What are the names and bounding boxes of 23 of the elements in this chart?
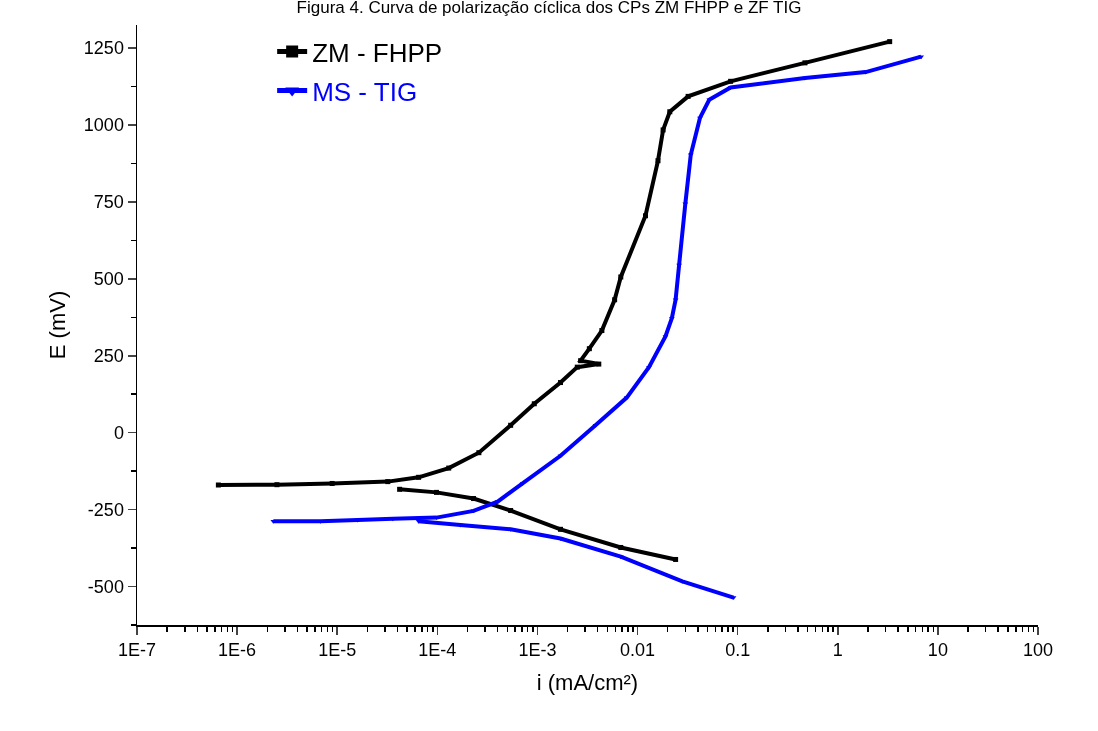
x-tick-label: 0.01: [620, 640, 656, 661]
y-tick-label: 1250: [83, 38, 124, 59]
y-tick-label: -500: [87, 576, 124, 597]
y-axis-title: E (mV): [44, 290, 70, 360]
x-tick-label: 1E-3: [518, 640, 557, 661]
x-axis-title: i (mA/cm²): [536, 669, 639, 695]
chart-title: Figura 4. Curva de polarização cíclica dos CPs ZM FHPP e ZF TIG: [296, 0, 802, 18]
legend-label: MS - TIG: [312, 76, 418, 107]
y-tick-label: 1000: [83, 115, 124, 136]
y-tick-label: 500: [93, 269, 124, 290]
x-tick-label: 1E-7: [117, 640, 157, 661]
x-tick-label: 10: [927, 640, 948, 661]
x-tick-label: 1E-5: [318, 640, 357, 661]
x-tick-label: 1: [832, 640, 843, 661]
x-tick-label: 1E-4: [418, 640, 457, 661]
x-tick-label: 100: [1022, 640, 1054, 661]
y-tick-label: 750: [93, 192, 124, 213]
y-tick-label: 0: [113, 422, 124, 443]
x-tick-label: 1E-6: [218, 640, 257, 661]
y-tick-label: -250: [87, 499, 124, 520]
legend-label: ZM - FHPP: [312, 37, 443, 68]
x-tick-label: 0.1: [725, 640, 751, 661]
y-tick-label: 250: [93, 346, 124, 367]
